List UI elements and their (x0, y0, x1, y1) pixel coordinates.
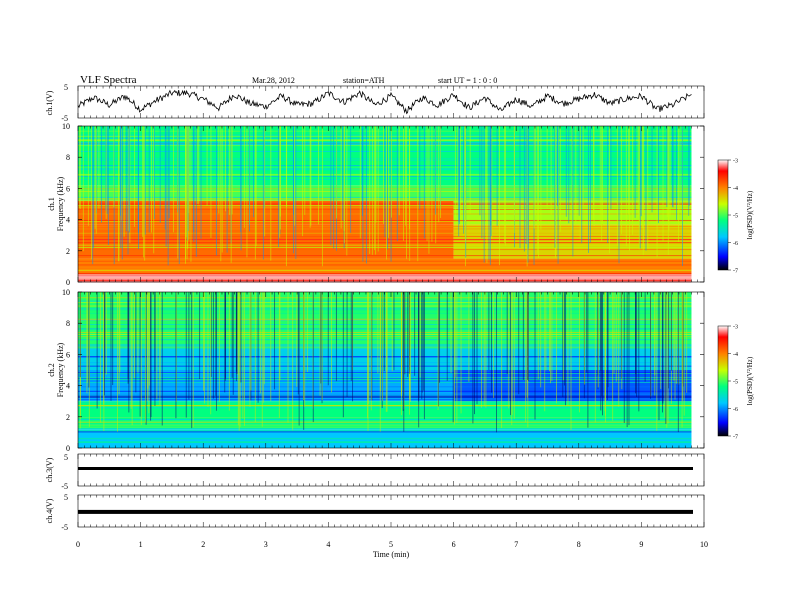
frequency-tick-label: 8 (66, 153, 70, 162)
frequency-tick-label: 6 (66, 350, 70, 359)
ch4-waveform-panel: 5 -5 ch.4(V) (45, 493, 705, 532)
time-tick-label: 5 (389, 540, 393, 549)
ch1-frequency-ticks: 0 2 4 6 8 10 (62, 122, 704, 287)
ch2-spectrogram-image (78, 292, 704, 448)
colorbar-tick-label: -5 (733, 214, 738, 220)
frequency-tick-label: 2 (66, 413, 70, 422)
time-tick-label: 7 (514, 540, 518, 549)
ch2-colorbar-label: log(PSD)(V²/Hz) (746, 356, 754, 405)
ch4-waveform-ylabel: ch.4(V) (45, 498, 54, 523)
time-tick-label: 9 (639, 540, 643, 549)
colorbar-tick-label: -3 (733, 159, 738, 165)
spectrogram-stripes (78, 297, 692, 445)
ch2-spectrogram-ylabel-channel: ch.2 (47, 363, 56, 377)
colorbar-tick-label: -7 (733, 269, 738, 275)
ch1-colorbar (717, 159, 729, 271)
ch2-colorbar-ticks: -3 -4 -5 -6 -7 (728, 325, 738, 441)
ch2-colorbar (717, 325, 729, 437)
ch3-waveform-panel: 5 -5 ch.3(V) (45, 453, 705, 491)
ch1-ytick-top: 5 (64, 83, 68, 92)
ch1-waveform-line (77, 89, 692, 115)
spectrogram-streaks (79, 292, 688, 433)
figure-title: VLF Spectra (80, 74, 137, 86)
time-tick-label: 2 (201, 540, 205, 549)
ch4-ytick-top: 5 (64, 493, 68, 502)
colorbar-tick-label: -7 (733, 435, 738, 441)
time-tick-label: 8 (577, 540, 581, 549)
time-tick-label: 1 (139, 540, 143, 549)
time-axis: 0 1 2 3 4 5 6 7 8 9 10 (76, 86, 708, 549)
time-tick-label: 6 (452, 540, 456, 549)
colorbar-tick-label: -6 (733, 241, 738, 247)
ch1-spectrogram-ylabel-channel: ch.1 (47, 197, 56, 211)
ch1-spectrogram-ylabel-frequency: Frequency (kHz) (56, 176, 65, 231)
frequency-tick-label: 10 (62, 122, 70, 131)
ch3-ytick-top: 5 (64, 453, 68, 462)
colorbar-tick-label: -4 (733, 352, 738, 358)
ch2-frequency-ticks: 0 2 4 6 8 10 (62, 288, 704, 453)
frequency-tick-label: 8 (66, 319, 70, 328)
time-tick-label: 0 (76, 540, 80, 549)
frequency-tick-label: 2 (66, 247, 70, 256)
ch3-waveform-ylabel: ch.3(V) (45, 457, 54, 482)
header-station: station=ATH (343, 76, 385, 85)
time-tick-label: 10 (700, 540, 708, 549)
colorbar-tick-label: -4 (733, 186, 738, 192)
colorbar-tick-label: -6 (733, 407, 738, 413)
frequency-tick-label: 4 (66, 382, 70, 391)
header-start-time: start UT = 1 : 0 : 0 (438, 76, 497, 85)
ch3-waveform-line (78, 467, 693, 470)
colorbar-tick-label: -3 (733, 325, 738, 331)
ch1-ytick-bottom: -5 (61, 114, 68, 123)
ch1-waveform-ylabel: ch.1(V) (45, 90, 54, 115)
ch1-colorbar-label: log(PSD)(V²/Hz) (746, 190, 754, 239)
ch2-spectrogram-ylabel-frequency: Frequency (kHz) (56, 342, 65, 397)
time-tick-label: 3 (264, 540, 268, 549)
spectrogram-streaks (79, 126, 690, 267)
header-date: Mar.28, 2012 (252, 76, 295, 85)
frequency-tick-label: 4 (66, 216, 70, 225)
frequency-tick-label: 10 (62, 288, 70, 297)
ch1-spectrogram-image (78, 126, 704, 283)
ch1-waveform-panel: 5 -5 ch.1(V) (45, 83, 705, 123)
colorbar-tick-label: -5 (733, 380, 738, 386)
ch3-ytick-bottom: -5 (61, 482, 68, 491)
time-tick-label: 4 (326, 540, 330, 549)
ch1-colorbar-ticks: -3 -4 -5 -6 -7 (728, 159, 738, 275)
x-axis-label: Time (min) (373, 550, 410, 559)
frequency-tick-label: 0 (66, 278, 70, 287)
frequency-tick-label: 0 (66, 444, 70, 453)
ch4-waveform-line (78, 509, 693, 514)
frequency-tick-label: 6 (66, 184, 70, 193)
ch4-ytick-bottom: -5 (61, 523, 68, 532)
